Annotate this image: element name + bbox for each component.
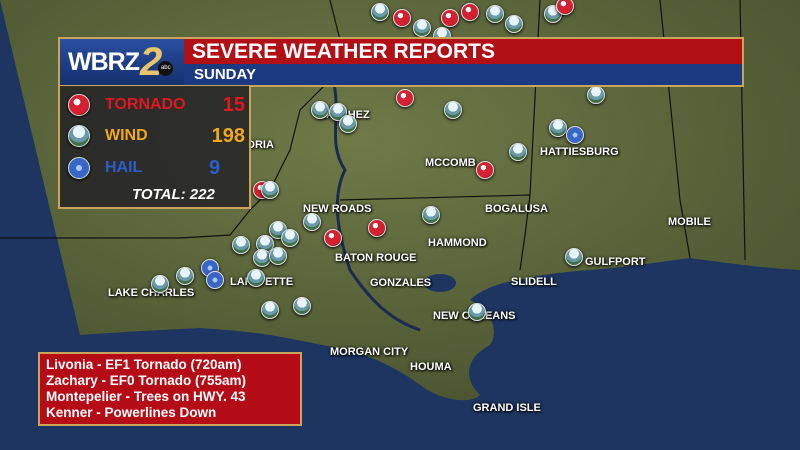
stat-row-tornado: TORNADO 15 [68,91,248,119]
city-label: GONZALES [370,277,432,289]
page-subtitle: SUNDAY [184,64,742,85]
tornado-report-marker [556,0,574,15]
stat-value: 15 [222,93,245,116]
city-label: HAMMOND [428,237,487,249]
city-label: DRIA [247,139,274,151]
stat-label: TORNADO [105,96,186,113]
city-label: BOGALUSA [485,203,548,215]
wind-report-marker [293,297,311,315]
wind-report-marker [303,213,321,231]
wind-report-marker [486,5,504,23]
wind-report-marker [371,3,389,21]
network-logo: abc [158,60,174,76]
wind-report-marker [422,206,440,224]
note-line: Kenner - Powerlines Down [46,405,217,420]
wind-report-marker [311,101,329,119]
wind-report-marker [339,115,357,133]
logo-text: WBRZ [68,47,140,76]
tornado-report-marker [441,9,459,27]
wind-report-marker [413,19,431,37]
wind-report-marker [468,303,486,321]
report-counts-panel: TORNADO 15 WIND 198 HAIL 9 TOTAL: 222 [58,86,251,209]
stat-value: 9 [209,156,221,179]
wind-report-marker [444,101,462,119]
tornado-report-marker [368,219,386,237]
wind-report-marker [247,269,265,287]
city-label: HOUMA [410,361,452,373]
city-label: BATON ROUGE [335,252,417,264]
tornado-report-marker [396,89,414,107]
wind-report-marker [176,267,194,285]
city-label: MORGAN CITY [330,346,409,358]
page-title: SEVERE WEATHER REPORTS [192,40,495,63]
title-banner: WBRZ 2 abc SEVERE WEATHER REPORTS SUNDAY [58,37,744,87]
hail-report-marker [566,126,584,144]
notes-box: Livonia - EF1 Tornado (720am) Zachary - … [38,352,302,426]
total-count: TOTAL: 222 [132,186,215,203]
city-label: SLIDELL [511,276,557,288]
note-line: Montepelier - Trees on HWY. 43 [46,389,246,404]
logo-number: 2 [139,40,163,84]
city-label: MCCOMB [425,157,476,169]
stat-row-hail: HAIL 9 [68,154,248,182]
tornado-icon [68,94,90,116]
wind-report-marker [269,247,287,265]
stat-value: 198 [211,124,245,147]
hail-report-marker [206,271,224,289]
wind-report-marker [587,86,605,104]
wind-report-marker [232,236,250,254]
city-label: HATTIESBURG [540,146,619,158]
wind-report-marker [505,15,523,33]
wind-report-marker [565,248,583,266]
tornado-report-marker [476,161,494,179]
stat-row-wind: WIND 198 [68,122,248,150]
wind-report-marker [281,229,299,247]
hail-icon [68,157,90,179]
city-label: NEW ROADS [303,203,372,215]
tornado-report-marker [393,9,411,27]
wind-report-marker [549,119,567,137]
wind-icon [68,125,90,147]
station-logo: WBRZ 2 abc [60,39,184,85]
city-label: MOBILE [668,216,711,228]
city-label: LAKE CHARLES [108,287,195,299]
wind-report-marker [261,181,279,199]
note-line: Livonia - EF1 Tornado (720am) [46,357,242,372]
tornado-report-marker [324,229,342,247]
city-label: GRAND ISLE [473,402,541,414]
wind-report-marker [261,301,279,319]
city-label: GULFPORT [585,256,646,268]
wind-report-marker [151,275,169,293]
tornado-report-marker [461,3,479,21]
stat-label: WIND [105,127,148,144]
wind-report-marker [509,143,527,161]
stat-label: HAIL [105,159,143,176]
note-line: Zachary - EF0 Tornado (755am) [46,373,247,388]
